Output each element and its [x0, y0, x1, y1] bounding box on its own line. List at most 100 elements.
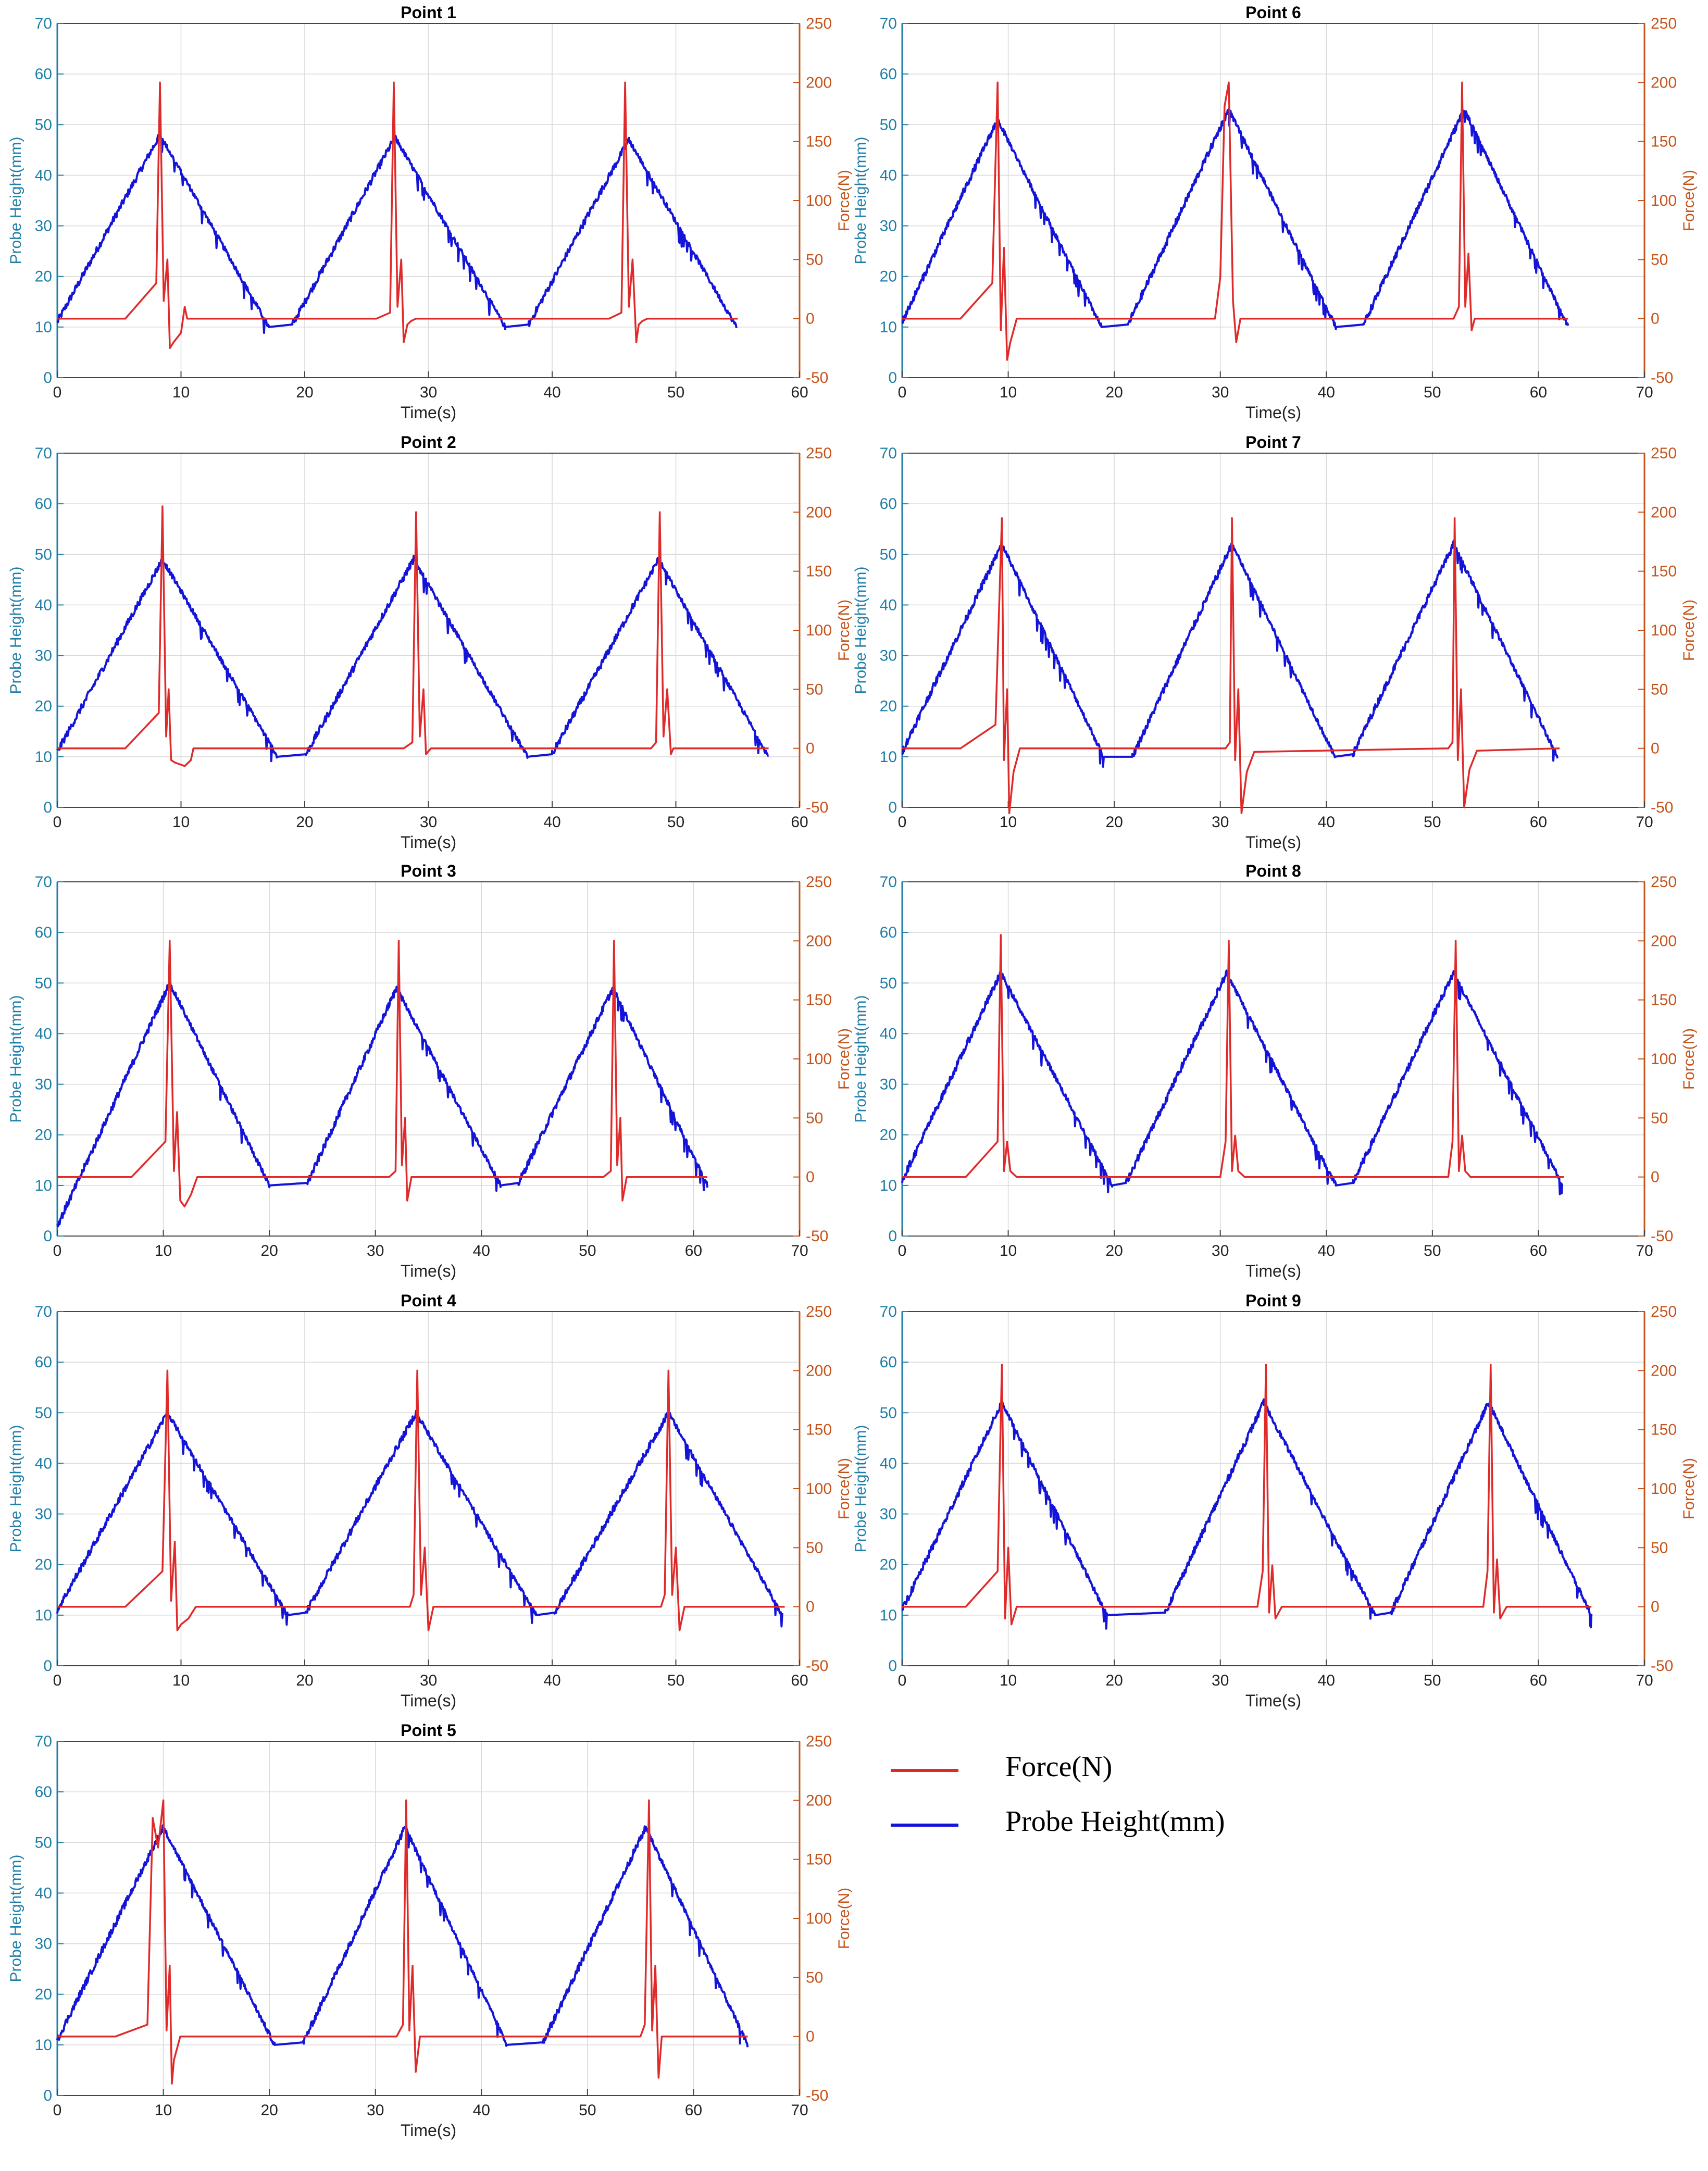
y-right-tick-label: 250	[1651, 445, 1677, 462]
y-left-tick-label: 0	[888, 369, 897, 386]
series-probe-height	[56, 1824, 749, 2048]
y-right-tick-label: 150	[806, 1851, 832, 1868]
legend-swatch-force	[891, 1769, 958, 1772]
y-right-tick-label: 0	[806, 1599, 815, 1616]
y-left-tick-label: 70	[35, 874, 52, 891]
y-right-tick-label: 0	[1651, 740, 1660, 757]
series-force	[57, 1369, 785, 1631]
y-left-tick-label: 40	[35, 1025, 52, 1042]
chart-8: 0 10 20 30 40 50 60 70010203040506070-500501001…	[852, 862, 1698, 1280]
x-tick-label: 20	[1105, 1672, 1123, 1689]
y-left-tick-label: 0	[888, 1228, 897, 1245]
x-tick-label: 70	[1636, 384, 1653, 401]
chart-6: 0 10 20 30 40 50 60 70010203040506070-500501001…	[852, 3, 1698, 422]
chart-title: Point 6	[1245, 3, 1301, 22]
series-probe-height	[901, 1398, 1593, 1630]
x-tick-label: 40	[543, 384, 560, 401]
y-left-tick-label: 0	[43, 369, 52, 386]
y-left-tick-label: 40	[880, 1025, 897, 1042]
y-right-tick-label: 50	[806, 681, 823, 698]
y-left-tick-label: 70	[35, 15, 52, 32]
chart-4: 0 10 20 30 40 50 60 0 10 20 30 40 50 60 70 -50 0 50 100 150…	[7, 1291, 853, 1710]
y-left-tick-label: 70	[880, 445, 897, 462]
x-tick-label: 60	[685, 2102, 702, 2119]
x-tick-label: 10	[155, 2102, 172, 2119]
y-left-tick-label: 10	[35, 2037, 52, 2054]
y-left-tick-label: 70	[35, 1733, 52, 1750]
y-right-axis-label: Force(N)	[1680, 600, 1698, 661]
y-left-tick-label: 60	[880, 66, 897, 83]
chart-title: Point 9	[1245, 1291, 1301, 1310]
y-left-axis-label: Probe Height(mm)	[7, 1425, 24, 1552]
plot-frame	[902, 1311, 1645, 1666]
x-tick-label: 60	[1530, 384, 1547, 401]
y-left-tick-label: 10	[880, 1177, 897, 1194]
y-right-tick-label: 100	[806, 192, 832, 209]
chart-title: Point 2	[401, 433, 456, 452]
y-right-tick-label: 0	[806, 1169, 815, 1186]
y-left-tick-label: 20	[35, 268, 52, 285]
y-left-tick-label: 30	[35, 1936, 52, 1953]
x-axis-label: Time(s)	[401, 403, 456, 422]
x-tick-label: 40	[1318, 814, 1335, 831]
chart-title: Point 5	[401, 1721, 456, 1740]
y-left-tick-label: 30	[35, 647, 52, 665]
y-right-tick-label: 150	[1651, 133, 1677, 151]
y-right-axis-label: Force(N)	[836, 1888, 853, 1949]
y-right-tick-label: 50	[1651, 681, 1668, 698]
legend-item-force: Force(N)	[886, 1745, 1354, 1797]
x-tick-label: 30	[1212, 1242, 1229, 1259]
x-tick-label: 20	[296, 814, 313, 831]
y-left-tick-label: 30	[880, 1076, 897, 1093]
y-left-tick-label: 60	[880, 1354, 897, 1371]
y-left-tick-label: 0	[43, 2087, 52, 2104]
y-right-tick-label: 0	[1651, 1169, 1660, 1186]
x-tick-label: 60	[791, 384, 808, 401]
y-left-tick-label: 60	[35, 66, 52, 83]
y-right-tick-label: 100	[1651, 192, 1677, 209]
y-left-tick-label: 50	[35, 116, 52, 133]
y-left-tick-label: 30	[35, 218, 52, 235]
x-tick-label: 30	[420, 814, 437, 831]
x-tick-label: 50	[667, 1672, 684, 1689]
x-tick-label: 10	[172, 384, 190, 401]
y-left-tick-label: 30	[880, 647, 897, 665]
y-left-axis-label: Probe Height(mm)	[7, 995, 24, 1122]
x-tick-label: 0	[898, 1242, 907, 1259]
y-right-tick-label: 250	[806, 1303, 832, 1320]
y-left-tick-label: 0	[888, 1657, 897, 1675]
y-left-tick-label: 0	[43, 799, 52, 816]
x-tick-label: 10	[155, 1242, 172, 1259]
x-tick-label: 30	[1212, 384, 1229, 401]
y-right-tick-label: -50	[806, 369, 828, 386]
series-force	[57, 940, 707, 1208]
y-left-tick-label: 10	[880, 1607, 897, 1624]
x-tick-label: 20	[1105, 814, 1123, 831]
series-force	[902, 1364, 1592, 1626]
x-axis-label: Time(s)	[1245, 403, 1301, 422]
y-right-tick-label: 200	[806, 1362, 832, 1379]
y-right-tick-label: -50	[1651, 799, 1673, 816]
chart-9: 0 10 20 30 40 50 60 70010203040506070-500501001…	[852, 1291, 1698, 1710]
y-right-tick-label: 50	[1651, 1539, 1668, 1556]
y-right-tick-label: 150	[806, 133, 832, 151]
y-right-tick-label: 50	[806, 251, 823, 268]
y-right-tick-label: 200	[1651, 504, 1677, 521]
y-right-tick-label: 250	[806, 1733, 832, 1750]
x-tick-label: 50	[667, 384, 684, 401]
x-tick-label: 60	[1530, 1672, 1547, 1689]
x-tick-label: 40	[1318, 1672, 1335, 1689]
y-left-tick-label: 40	[880, 1455, 897, 1472]
x-tick-label: 40	[473, 1242, 490, 1259]
x-axis-label: Time(s)	[401, 1691, 456, 1710]
y-left-tick-label: 10	[35, 1177, 52, 1194]
x-tick-label: 0	[53, 2102, 62, 2119]
y-left-tick-label: 60	[35, 1354, 52, 1371]
y-left-tick-label: 40	[35, 1885, 52, 1902]
x-tick-label: 10	[1000, 1242, 1017, 1259]
chart-title: Point 3	[401, 862, 456, 880]
y-right-tick-label: 0	[1651, 1599, 1660, 1616]
x-tick-label: 70	[1636, 1242, 1653, 1259]
y-right-tick-label: 250	[806, 445, 832, 462]
